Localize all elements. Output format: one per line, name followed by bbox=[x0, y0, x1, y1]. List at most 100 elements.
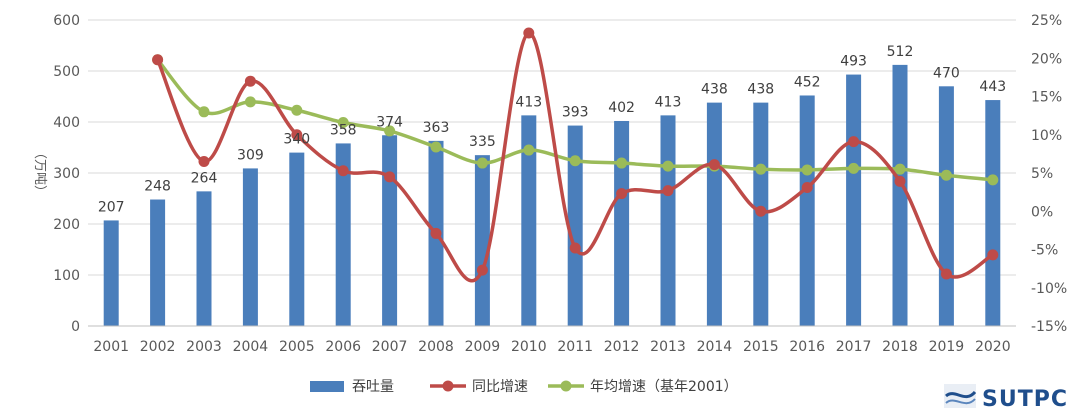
bar-data-label: 413 bbox=[655, 94, 682, 110]
yoy-growth-point bbox=[848, 136, 860, 148]
y-tick-label: 600 bbox=[53, 13, 80, 29]
x-tick-label: 2019 bbox=[929, 339, 965, 355]
y2-tick-label: 15% bbox=[1031, 90, 1062, 106]
bar bbox=[521, 115, 537, 327]
bar-data-label: 309 bbox=[237, 147, 264, 163]
sutpc-logo: SUTPC bbox=[944, 384, 1068, 412]
y-tick-label: 400 bbox=[53, 115, 80, 131]
legend-label: 同比增速 bbox=[472, 379, 528, 395]
avg-growth-point bbox=[384, 125, 396, 137]
bar-data-label: 413 bbox=[515, 94, 542, 110]
y-tick-label: 0 bbox=[71, 319, 80, 335]
x-tick-label: 2006 bbox=[325, 339, 361, 355]
bar-data-label: 335 bbox=[469, 134, 496, 150]
y2-tick-label: 5% bbox=[1031, 166, 1053, 182]
avg-growth-point bbox=[569, 155, 581, 167]
x-tick-label: 2017 bbox=[836, 339, 872, 355]
x-axis: 2001 2002 2003 2004 2005 2006 2007 2008 2009 2010… bbox=[88, 325, 1016, 355]
bar bbox=[242, 168, 258, 326]
y-tick-label: 100 bbox=[53, 268, 80, 284]
yoy-growth-point bbox=[476, 264, 488, 276]
x-tick-label: 2010 bbox=[511, 339, 547, 355]
x-tick-label: 2013 bbox=[650, 339, 686, 355]
avg-growth-point bbox=[244, 96, 256, 108]
y2-tick-label: -15% bbox=[1031, 319, 1067, 335]
bar bbox=[103, 220, 119, 326]
avg-growth-point bbox=[894, 163, 906, 175]
y2-tick-label: -5% bbox=[1031, 243, 1058, 259]
legend-label: 吞吐量 bbox=[352, 379, 394, 395]
yoy-growth-point bbox=[940, 268, 952, 280]
legend-swatch-marker bbox=[442, 380, 454, 392]
yoy-growth-point bbox=[569, 242, 581, 254]
x-tick-label: 2020 bbox=[975, 339, 1011, 355]
bar-data-label: 340 bbox=[283, 132, 310, 148]
bar bbox=[382, 135, 398, 326]
legend: 吞吐量 同比增速 年均增速（基年2001） bbox=[310, 378, 738, 395]
y2-tick-label: 10% bbox=[1031, 128, 1062, 144]
yoy-growth-point bbox=[523, 27, 535, 39]
y2-tick-label: 0% bbox=[1031, 204, 1053, 220]
avg-growth-point bbox=[430, 141, 442, 153]
avg-growth-point bbox=[337, 117, 349, 129]
x-tick-label: 2011 bbox=[557, 339, 593, 355]
y2-tick-label: 20% bbox=[1031, 51, 1062, 67]
y-axis-left: 0 100 200 300 400 500 600 bbox=[53, 13, 80, 335]
bar-data-label: 363 bbox=[423, 120, 450, 136]
avg-growth-point bbox=[662, 160, 674, 172]
x-tick-label: 2016 bbox=[789, 339, 825, 355]
y2-tick-label: 25% bbox=[1031, 13, 1062, 29]
bar bbox=[706, 102, 722, 327]
avg-growth-point bbox=[987, 174, 999, 186]
x-tick-label: 2012 bbox=[604, 339, 640, 355]
bar-data-label: 402 bbox=[608, 100, 635, 116]
yoy-growth-point bbox=[708, 159, 720, 171]
logo-text: SUTPC bbox=[982, 387, 1068, 412]
bars bbox=[103, 64, 1001, 327]
x-tick-label: 2014 bbox=[697, 339, 733, 355]
legend-label: 年均增速（基年2001） bbox=[590, 378, 738, 395]
y-tick-label: 300 bbox=[53, 166, 80, 182]
legend-swatch bbox=[310, 381, 344, 392]
yoy-growth-point bbox=[291, 129, 303, 141]
bar-data-label: 358 bbox=[330, 122, 357, 138]
yoy-growth-point bbox=[987, 249, 999, 261]
x-tick-label: 2009 bbox=[465, 339, 501, 355]
bar-data-label: 493 bbox=[840, 54, 867, 70]
bar bbox=[614, 120, 630, 326]
bar-data-label: 438 bbox=[701, 82, 728, 98]
y-axis-label: （万吨） bbox=[32, 146, 47, 198]
yoy-growth-point bbox=[198, 156, 210, 168]
avg-growth-point bbox=[291, 104, 303, 116]
yoy-growth-point bbox=[152, 54, 164, 66]
x-tick-label: 2003 bbox=[186, 339, 222, 355]
bar bbox=[660, 115, 676, 327]
bar bbox=[289, 152, 305, 326]
bar bbox=[335, 143, 351, 326]
x-tick-label: 2004 bbox=[233, 339, 269, 355]
x-tick-label: 2005 bbox=[279, 339, 315, 355]
x-tick-label: 2002 bbox=[140, 339, 176, 355]
avg-growth-point bbox=[801, 164, 813, 176]
bar-data-label: 438 bbox=[747, 82, 774, 98]
bar-data-label: 393 bbox=[562, 105, 589, 121]
avg-growth-point bbox=[755, 163, 767, 175]
bar-data-label: 512 bbox=[887, 44, 914, 60]
yoy-growth-point bbox=[662, 185, 674, 197]
legend-swatch-marker bbox=[560, 380, 572, 392]
bar bbox=[474, 155, 490, 326]
avg-growth-point bbox=[523, 144, 535, 156]
bar bbox=[846, 74, 862, 326]
x-tick-label: 2007 bbox=[372, 339, 408, 355]
x-tick-label: 2015 bbox=[743, 339, 779, 355]
bar bbox=[567, 125, 583, 326]
bar-labels: 207 248 264 309 340 358 374 363 335 413 393 402 413 4… bbox=[98, 44, 1006, 216]
x-tick-label: 2018 bbox=[882, 339, 918, 355]
avg-growth-point bbox=[476, 157, 488, 169]
y-tick-label: 200 bbox=[53, 217, 80, 233]
bar bbox=[799, 95, 815, 326]
yoy-growth-point bbox=[616, 188, 628, 200]
bar bbox=[938, 86, 954, 326]
logo-mark-icon bbox=[944, 384, 977, 408]
